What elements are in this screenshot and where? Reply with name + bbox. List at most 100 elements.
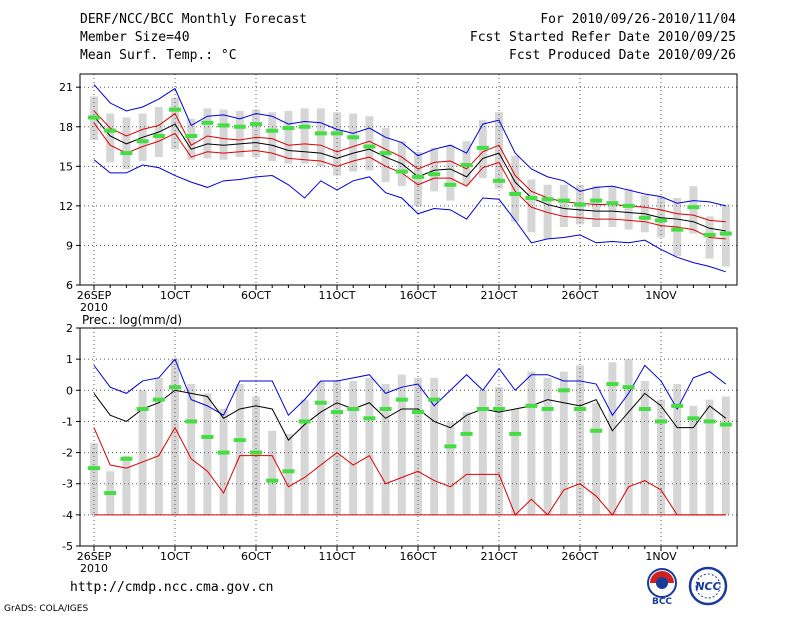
x-tick-label: 21OCT (480, 289, 517, 302)
x-tick-year-label: 2010 (80, 301, 108, 314)
x-tick-label: 26OCT (561, 289, 598, 302)
x-tick-label: 21OCT (480, 550, 517, 563)
median-marker (201, 435, 214, 439)
website-url: http://cmdp.ncc.cma.gov.cn (70, 580, 274, 595)
ensemble-box (154, 377, 163, 515)
median-marker (120, 151, 133, 156)
ensemble-box (462, 412, 471, 515)
x-tick-label: 1OCT (160, 550, 190, 563)
ensemble-box (478, 390, 487, 515)
ensemble-box (122, 455, 131, 515)
range-max-line (93, 358, 727, 417)
ensemble-box (203, 108, 212, 159)
ensemble-box (300, 108, 309, 164)
ensemble-box (203, 393, 212, 515)
median-marker (525, 195, 538, 200)
ensemble-box (414, 377, 422, 515)
median-marker (638, 406, 651, 411)
ensemble-box (527, 371, 536, 515)
ensemble-box (592, 186, 601, 227)
y-tick-label: 21 (59, 81, 73, 94)
ensemble-box (624, 359, 633, 515)
variable-label: Mean Surf. Temp.: °C (80, 48, 237, 63)
median-marker (574, 202, 586, 207)
median-marker (590, 428, 603, 433)
ensemble-box (657, 399, 665, 515)
median-marker (557, 198, 570, 203)
ensemble-box (235, 110, 244, 158)
ensemble-box (90, 443, 98, 515)
median-marker (655, 419, 667, 424)
ensemble-box (284, 433, 293, 515)
ensemble-box (219, 109, 228, 160)
median-marker (428, 172, 441, 177)
y-tick-label: 0 (66, 384, 73, 397)
ensemble-box (316, 108, 325, 167)
y-tick-label: 1 (66, 353, 73, 366)
ensemble-box (430, 377, 439, 515)
median-marker (476, 145, 489, 150)
median-marker (88, 466, 100, 471)
ensemble-box (333, 380, 341, 515)
x-tick-label: 6OCT (241, 550, 271, 563)
ensemble-box (106, 113, 115, 163)
median-marker (363, 416, 376, 421)
spread-lower-line (93, 122, 726, 240)
median-marker (250, 450, 262, 455)
median-marker (574, 406, 586, 411)
forecast-period: For 2010/09/26-2010/11/04 (540, 12, 736, 27)
ensemble-box (640, 380, 649, 515)
median-marker (703, 232, 716, 237)
ensemble-box (705, 399, 714, 515)
x-tick-label: 1NOV (645, 289, 677, 302)
plot-frame (79, 327, 738, 547)
ensemble-box (381, 384, 390, 515)
median-marker (493, 178, 505, 183)
ensemble-box (171, 97, 179, 150)
ensemble-box (300, 399, 309, 515)
median-marker (136, 406, 149, 411)
ensemble-box (543, 184, 552, 239)
median-marker (638, 215, 651, 220)
y-tick-label: 6 (66, 279, 73, 292)
median-marker (687, 205, 700, 210)
ensemble-box (187, 118, 196, 160)
median-marker (152, 397, 165, 402)
median-marker (347, 406, 360, 411)
median-marker (541, 197, 554, 202)
ensemble-box (316, 380, 325, 515)
median-marker (250, 122, 262, 127)
median-marker (687, 416, 700, 421)
median-marker (541, 406, 554, 411)
ensemble-box (138, 390, 147, 515)
ensemble-box (527, 179, 536, 233)
median-marker (217, 450, 230, 455)
x-tick-label: 26SEP (77, 289, 112, 302)
x-tick-year-label: 2010 (80, 562, 108, 575)
median-marker (412, 174, 424, 179)
median-marker (444, 182, 457, 187)
median-marker (136, 139, 149, 144)
median-marker (233, 438, 246, 443)
ensemble-box (559, 184, 568, 227)
ensemble-box (511, 155, 520, 222)
ensemble-box (608, 362, 617, 515)
x-tick-label: 1OCT (160, 289, 190, 302)
ensemble-box (397, 374, 406, 515)
range-min-line (93, 159, 726, 273)
y-tick-label: 15 (59, 160, 73, 173)
median-marker (671, 403, 684, 408)
median-marker (266, 128, 279, 133)
plot-frame (79, 73, 738, 286)
median-marker (557, 388, 570, 393)
median-marker (428, 397, 441, 402)
median-marker (331, 410, 343, 415)
median-marker (185, 133, 198, 138)
ensemble-mean-line (93, 389, 727, 441)
median-marker (622, 203, 635, 208)
ensemble-box (721, 396, 730, 515)
member-size: Member Size=40 (80, 30, 190, 45)
bcc-logo-text: BCC (652, 597, 672, 606)
ensemble-box (268, 430, 277, 515)
